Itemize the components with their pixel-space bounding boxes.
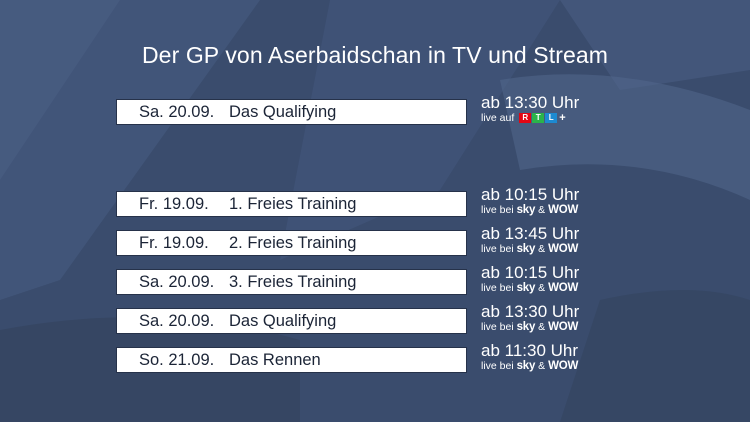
live-prefix: live bei xyxy=(481,204,514,216)
live-prefix: live auf xyxy=(481,112,515,124)
start-time: ab 11:30 Uhr xyxy=(481,341,579,360)
event-name: Das Qualifying xyxy=(229,312,337,330)
event-box: Fr. 19.09. 1. Freies Training xyxy=(116,191,467,217)
sky-logo: sky xyxy=(516,282,536,294)
broadcast-info: ab 13:30 Uhr live bei sky & WOW xyxy=(481,302,580,334)
sky-logo: sky xyxy=(516,360,536,372)
event-date: So. 21.09. xyxy=(139,351,215,369)
broadcaster-line: live auf R T L + xyxy=(481,112,579,124)
broadcast-info: ab 13:30 Uhr live auf R T L + xyxy=(481,93,580,125)
ampersand: & xyxy=(538,321,546,333)
broadcast-info: ab 11:30 Uhr live bei sky & WOW xyxy=(481,341,579,373)
ampersand: & xyxy=(538,360,546,372)
page-title: Der GP von Aserbaidschan in TV und Strea… xyxy=(141,42,609,68)
event-name: 1. Freies Training xyxy=(229,195,357,213)
event-name: Das Qualifying xyxy=(229,103,337,121)
wow-logo: WOW xyxy=(548,360,579,372)
sky-logo: sky xyxy=(516,321,536,333)
event-box: So. 21.09. Das Rennen xyxy=(116,347,467,373)
broadcaster-line: live bei sky & WOW xyxy=(481,321,579,333)
sky-logo: sky xyxy=(516,204,536,216)
event-box: Sa. 20.09. 3. Freies Training xyxy=(116,269,467,295)
start-time: ab 13:30 Uhr xyxy=(481,93,580,112)
broadcaster-line: live bei sky & WOW xyxy=(481,243,579,255)
schedule-row: Fr. 19.09. 1. Freies Training ab 10:15 U… xyxy=(0,185,750,221)
start-time: ab 13:30 Uhr xyxy=(481,302,580,321)
featured-event-box: Sa. 20.09. Das Qualifying xyxy=(116,99,467,125)
broadcaster-line: live bei sky & WOW xyxy=(481,282,579,294)
broadcaster-line: live bei sky & WOW xyxy=(481,204,579,216)
featured-row: Sa. 20.09. Das Qualifying ab 13:30 Uhr l… xyxy=(0,93,750,129)
event-date: Sa. 20.09. xyxy=(139,103,215,121)
broadcaster-line: live bei sky & WOW xyxy=(481,360,578,372)
rtl-letter-l: L xyxy=(545,113,558,124)
event-name: Das Rennen xyxy=(229,351,321,369)
ampersand: & xyxy=(538,243,546,255)
event-date: Sa. 20.09. xyxy=(139,312,215,330)
live-prefix: live bei xyxy=(481,282,514,294)
rtl-plus-logo: R T L + xyxy=(519,112,566,125)
schedule-row: Sa. 20.09. Das Qualifying ab 13:30 Uhr l… xyxy=(0,302,750,338)
event-date: Fr. 19.09. xyxy=(139,234,209,252)
live-prefix: live bei xyxy=(481,243,514,255)
broadcast-info: ab 13:45 Uhr live bei sky & WOW xyxy=(481,224,580,256)
ampersand: & xyxy=(538,282,546,294)
event-name: 2. Freies Training xyxy=(229,234,357,252)
rtl-letter-t: T xyxy=(532,113,545,124)
live-prefix: live bei xyxy=(481,321,514,333)
broadcast-info: ab 10:15 Uhr live bei sky & WOW xyxy=(481,263,580,295)
wow-logo: WOW xyxy=(548,243,579,255)
start-time: ab 10:15 Uhr xyxy=(481,185,580,204)
live-prefix: live bei xyxy=(481,360,514,372)
ampersand: & xyxy=(538,204,546,216)
event-date: Sa. 20.09. xyxy=(139,273,215,291)
start-time: ab 10:15 Uhr xyxy=(481,263,580,282)
rtl-plus-sign: + xyxy=(559,112,566,125)
wow-logo: WOW xyxy=(548,282,579,294)
start-time: ab 13:45 Uhr xyxy=(481,224,580,243)
event-date: Fr. 19.09. xyxy=(139,195,209,213)
event-box: Sa. 20.09. Das Qualifying xyxy=(116,308,467,334)
event-name: 3. Freies Training xyxy=(229,273,357,291)
schedule-row: Fr. 19.09. 2. Freies Training ab 13:45 U… xyxy=(0,224,750,260)
rtl-letter-r: R xyxy=(519,113,532,124)
schedule-row: Sa. 20.09. 3. Freies Training ab 10:15 U… xyxy=(0,263,750,299)
schedule-row: So. 21.09. Das Rennen ab 11:30 Uhr live … xyxy=(0,341,750,377)
broadcast-info: ab 10:15 Uhr live bei sky & WOW xyxy=(481,185,580,217)
event-box: Fr. 19.09. 2. Freies Training xyxy=(116,230,467,256)
wow-logo: WOW xyxy=(548,204,579,216)
wow-logo: WOW xyxy=(548,321,579,333)
sky-logo: sky xyxy=(516,243,536,255)
